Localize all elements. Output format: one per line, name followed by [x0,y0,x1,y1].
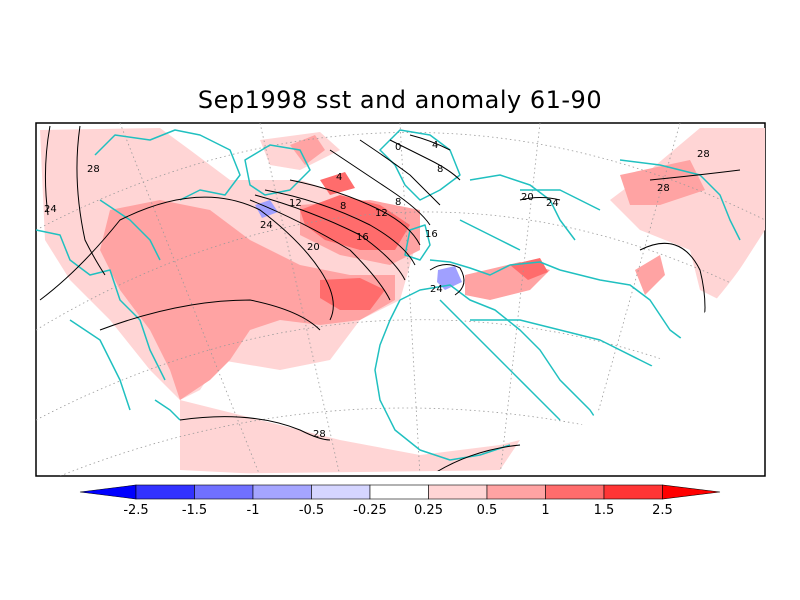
sst-contours [39,125,741,476]
colorbar-tick-label: 0.25 [414,503,443,518]
contour-label: 28 [697,149,710,160]
colorbar-tick-label: 1 [541,503,549,518]
contour-label: 4 [336,172,342,183]
contour-labels: 0 4 4 8 8 8 12 12 16 16 20 20 24 24 24 2… [44,140,710,440]
contour-label: 28 [313,429,326,440]
contour-label: 8 [395,197,401,208]
colorbar-tick-label: -1.5 [182,503,207,518]
colorbar-arrow-right [662,484,721,500]
contour-label: 16 [425,229,438,240]
contour-label: 28 [87,164,100,175]
colorbar-tick-label: -0.25 [353,503,387,518]
colorbar-segment [252,484,312,500]
colorbar-segment [194,484,254,500]
colorbar-segment [428,484,488,500]
contour-label: 24 [260,220,273,231]
contour-label: 20 [521,192,534,203]
colorbar-tick-label: 2.5 [652,503,673,518]
contour-label: 12 [375,208,388,219]
colorbar-segment [486,484,546,500]
map-title: Sep1998 sst and anomaly 61-90 [197,86,603,114]
contour-label: 24 [44,204,57,215]
colorbar-segment [369,484,429,500]
colorbar-tick-label: -1 [247,503,260,518]
contour-label: 0 [395,142,401,153]
colorbar-segment [545,484,605,500]
contour-label: 12 [289,198,302,209]
contour-label: 24 [430,284,443,295]
contour-label: 28 [657,183,670,194]
anomaly-fill-strong [300,172,548,310]
colorbar-segment [311,484,371,500]
colorbar-segment [603,484,663,500]
contour-label: 8 [340,201,346,212]
colorbar-tick-label: 1.5 [594,503,615,518]
contour-label: 8 [437,164,443,175]
colorbar-segment [135,484,195,500]
colorbar-group [79,484,721,500]
colorbar-tick-label: -2.5 [123,503,148,518]
contour-label: 24 [546,198,559,209]
contour-label: 20 [307,242,320,253]
colorbar-arrow-left [79,484,137,500]
contour-label: 4 [432,140,438,151]
colorbar-labels: -2.5 -1.5 -1 -0.5 -0.25 0.25 0.5 1 1.5 2.5 [123,503,673,518]
colorbar-tick-label: -0.5 [299,503,324,518]
colorbar-tick-label: 0.5 [477,503,498,518]
contour-label: 16 [356,232,369,243]
